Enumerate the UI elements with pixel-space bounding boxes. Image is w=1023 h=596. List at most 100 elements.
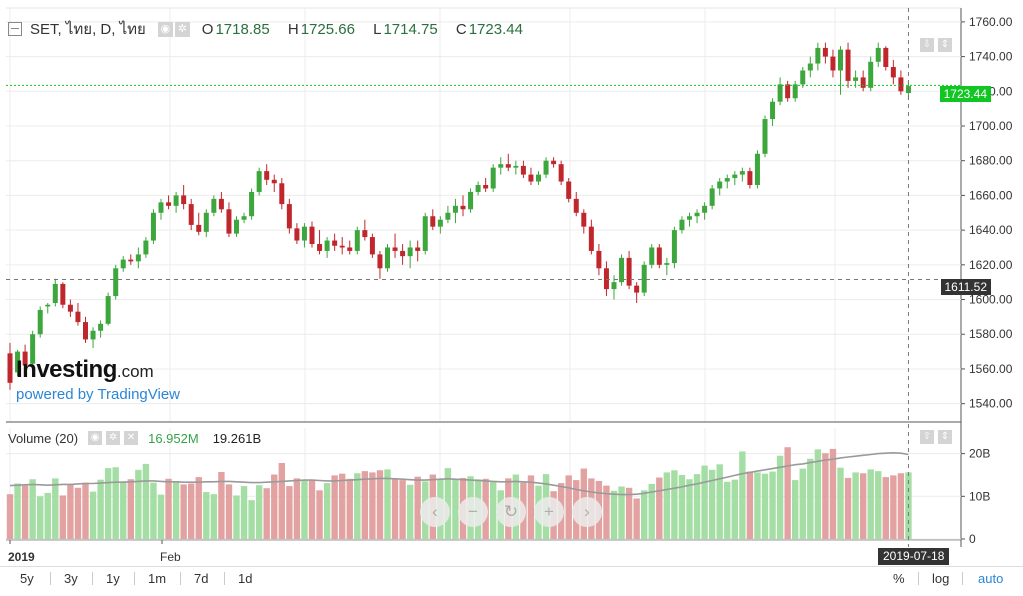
- volume-bar: [293, 478, 301, 539]
- candle-body: [226, 209, 232, 234]
- candle-body: [588, 226, 594, 251]
- symbol-title: SET, ไทย, D, ไทย: [30, 21, 146, 38]
- candle-body: [687, 216, 692, 220]
- candle-body: [75, 311, 81, 323]
- logo-brand: Investing: [16, 356, 117, 383]
- volume-title: Volume (20): [8, 430, 79, 446]
- volume-bar: [150, 482, 157, 539]
- range-1d-button[interactable]: 1d: [238, 571, 253, 586]
- symbol-legend: SET, ไทย, D, ไทย ◉ ✲ O 1718.85 H 1725.66 L…: [8, 18, 537, 40]
- navigation-controls: ‹ − ↻ + ›: [420, 497, 610, 527]
- range-1m-button[interactable]: 1m: [148, 571, 167, 586]
- volume-bar: [180, 484, 187, 539]
- chevron-left-icon[interactable]: ‹: [420, 497, 450, 527]
- candle-body: [7, 353, 13, 383]
- volume-bar: [776, 455, 784, 539]
- scale-up-icon[interactable]: ⇧: [920, 430, 934, 444]
- volume-bar: [792, 480, 799, 539]
- zoom-out-icon[interactable]: −: [458, 497, 488, 527]
- range-5y-button[interactable]: 5y: [20, 571, 34, 586]
- candle-body: [838, 49, 843, 71]
- candle-body: [60, 283, 66, 305]
- candle-body: [483, 185, 489, 189]
- volume-bar: [678, 474, 686, 539]
- volume-bar: [406, 484, 414, 539]
- volume-tick-label: 10B: [969, 489, 990, 503]
- volume-bar: [701, 465, 708, 539]
- volume-bar: [218, 471, 225, 539]
- candle-body: [573, 198, 579, 213]
- candle-body: [671, 230, 677, 264]
- reset-icon[interactable]: ↻: [496, 497, 526, 527]
- volume-bar: [142, 463, 150, 539]
- volume-bar: [135, 469, 142, 539]
- close-icon[interactable]: ✕: [124, 431, 139, 445]
- eye-icon[interactable]: ◉: [157, 21, 173, 37]
- investing-logo[interactable]: Investing.com powered by TradingView: [16, 356, 180, 403]
- volume-bar: [74, 487, 82, 539]
- maximize-icon[interactable]: ⇕: [938, 38, 952, 52]
- volume-bar: [67, 484, 74, 539]
- auto-scale-button[interactable]: auto: [978, 571, 1004, 586]
- volume-bar: [89, 491, 97, 539]
- volume-bar: [618, 486, 625, 539]
- chevron-right-icon[interactable]: ›: [572, 497, 602, 527]
- high-label: H: [287, 20, 299, 38]
- candle-body: [158, 202, 164, 213]
- scale-down-icon[interactable]: ⇩: [920, 38, 934, 52]
- candle-body: [747, 171, 753, 185]
- price-tick-label: 1640.00: [969, 223, 1013, 237]
- close-value: 1723.44: [468, 20, 523, 38]
- zoom-in-icon[interactable]: +: [534, 497, 564, 527]
- candle-body: [656, 247, 662, 265]
- log-scale-button[interactable]: log: [932, 571, 950, 586]
- price-tick-label: 1560.00: [969, 362, 1013, 376]
- volume-bar: [837, 467, 844, 539]
- candle-body: [815, 47, 821, 64]
- low-value: 1714.75: [383, 20, 438, 38]
- volume-bar: [527, 475, 535, 539]
- candle-body: [634, 285, 640, 293]
- candle-body: [717, 181, 723, 189]
- volume-bar: [739, 451, 746, 539]
- candle-body: [551, 160, 557, 165]
- candle-body: [128, 259, 134, 262]
- candle-body: [98, 323, 104, 331]
- candle-body: [279, 183, 285, 205]
- candle-body: [732, 174, 738, 179]
- price-tick-label: 1540.00: [969, 397, 1013, 411]
- collapse-icon[interactable]: [8, 22, 22, 36]
- percent-scale-button[interactable]: %: [893, 571, 905, 586]
- volume-bar: [376, 470, 384, 539]
- candle-body: [770, 101, 776, 120]
- volume-bar: [172, 482, 180, 539]
- gear-icon[interactable]: ✲: [174, 21, 190, 37]
- candle-body: [739, 171, 745, 175]
- volume-bar: [731, 479, 738, 539]
- price-tick-label: 1760.00: [969, 15, 1013, 29]
- candle-body: [898, 77, 904, 92]
- powered-by-text[interactable]: powered by TradingView: [16, 386, 180, 403]
- volume-bar: [316, 490, 323, 539]
- candle-body: [724, 178, 730, 182]
- candle-body: [369, 237, 375, 255]
- range-3y-button[interactable]: 3y: [64, 571, 78, 586]
- range-1y-button[interactable]: 1y: [106, 571, 120, 586]
- eye-icon[interactable]: ◉: [88, 431, 103, 445]
- candle-body: [15, 351, 21, 373]
- volume-bar: [210, 494, 218, 539]
- range-7d-button[interactable]: 7d: [194, 571, 209, 586]
- candle-body: [234, 219, 239, 234]
- maximize-volume-icon[interactable]: ⇕: [938, 430, 952, 444]
- candle-body: [785, 84, 791, 99]
- candle-body: [566, 181, 572, 199]
- crosshair-price-tag: 1611.52: [940, 279, 991, 295]
- volume-bar: [165, 478, 172, 539]
- candle-body: [641, 264, 647, 293]
- volume-bar: [339, 473, 346, 539]
- candle-body: [67, 304, 73, 312]
- volume-bar: [663, 472, 671, 539]
- volume-value-2: 19.261B: [212, 430, 262, 446]
- volume-bar: [490, 480, 497, 539]
- gear-icon[interactable]: ✲: [106, 431, 121, 445]
